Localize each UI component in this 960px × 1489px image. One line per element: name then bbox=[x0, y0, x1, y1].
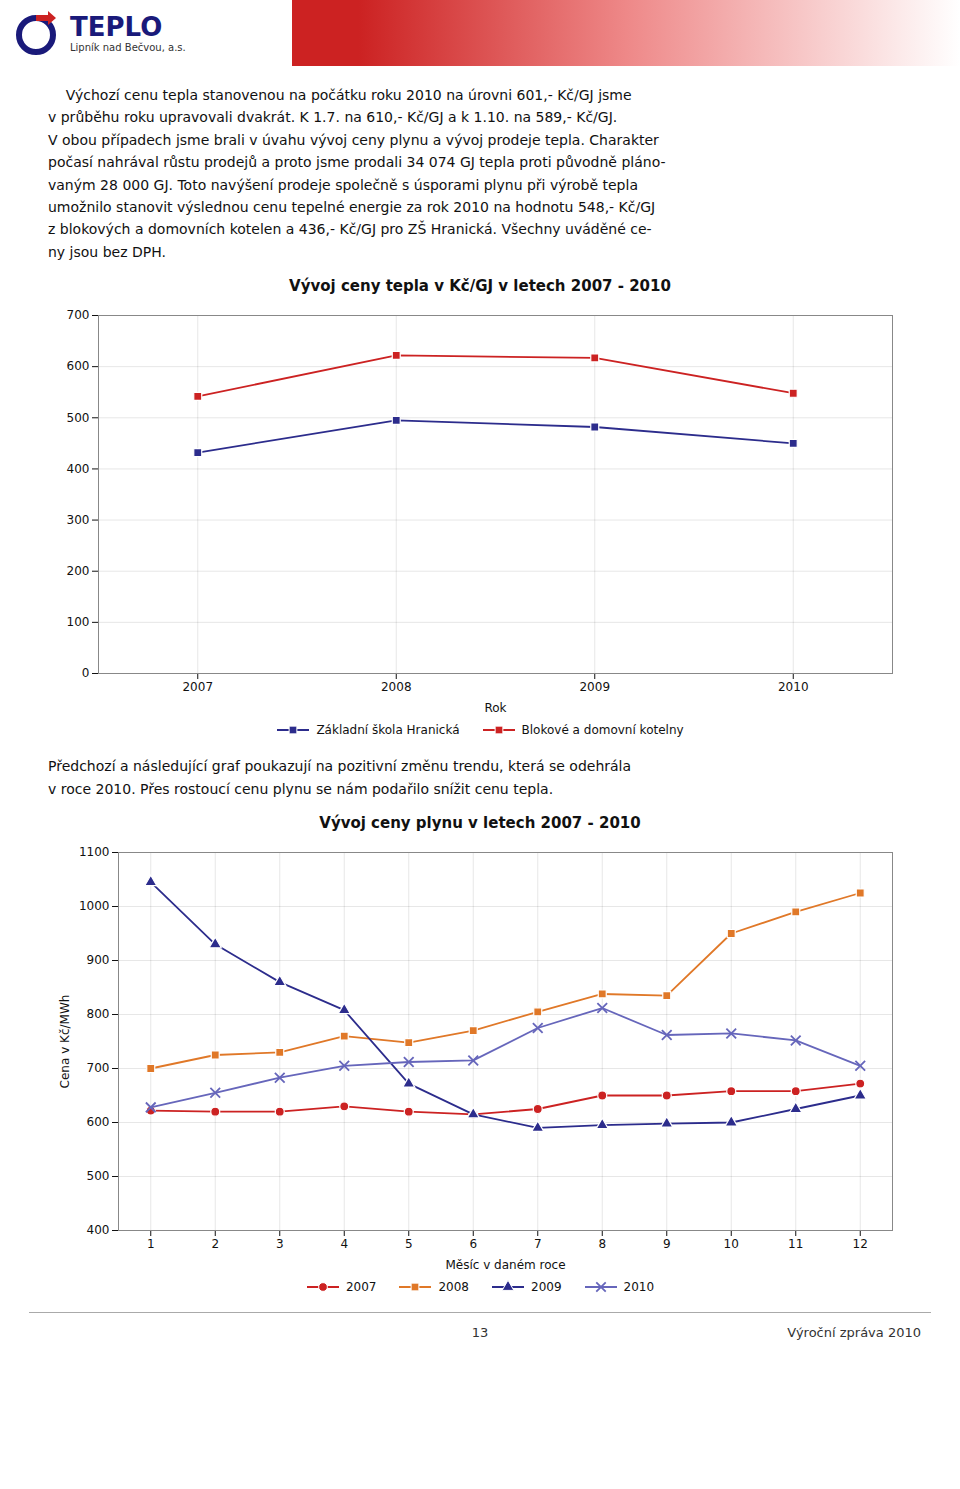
html-text:Výroční zpráva 2010: Výroční zpráva 2010 bbox=[787, 1324, 921, 1340]
svg-text:900: 900 bbox=[87, 953, 110, 967]
svg-text:6: 6 bbox=[469, 1237, 477, 1251]
html-text:Blokové a domovní kotelny: Blokové a domovní kotelny bbox=[521, 723, 684, 738]
html-text:TEPLO: TEPLO bbox=[70, 12, 163, 43]
svg-text:600: 600 bbox=[87, 1115, 110, 1129]
svg-text:8: 8 bbox=[598, 1237, 606, 1251]
svg-text:500: 500 bbox=[67, 411, 90, 425]
svg-text:1: 1 bbox=[147, 1237, 155, 1251]
html-text:Předchozí a následující graf p: Předchozí a následující graf poukazují n… bbox=[48, 758, 632, 797]
html-text:13: 13 bbox=[471, 1324, 489, 1340]
svg-text:400: 400 bbox=[87, 1223, 110, 1237]
svg-text:7: 7 bbox=[534, 1237, 542, 1251]
svg-text:Rok: Rok bbox=[484, 701, 506, 715]
svg-text:3: 3 bbox=[276, 1237, 284, 1251]
svg-text:200: 200 bbox=[67, 564, 90, 578]
svg-text:700: 700 bbox=[87, 1061, 110, 1075]
html-text:Lipník nad Bečvou, a.s.: Lipník nad Bečvou, a.s. bbox=[70, 41, 186, 53]
svg-text:400: 400 bbox=[67, 462, 90, 476]
svg-text:0: 0 bbox=[82, 666, 90, 680]
svg-text:9: 9 bbox=[663, 1237, 671, 1251]
html-text:Základní škola Hranická: Základní škola Hranická bbox=[316, 723, 460, 738]
html-text:Vývoj ceny plynu v letech 2007: Vývoj ceny plynu v letech 2007 - 2010 bbox=[319, 813, 641, 832]
html-text:Vývoj ceny tepla v Kč/GJ v let: Vývoj ceny tepla v Kč/GJ v letech 2007 -… bbox=[289, 277, 671, 296]
svg-text:700: 700 bbox=[67, 308, 90, 322]
html-text:2009: 2009 bbox=[531, 1279, 562, 1294]
svg-text:300: 300 bbox=[67, 513, 90, 527]
svg-text:800: 800 bbox=[87, 1007, 110, 1021]
html-text:2010: 2010 bbox=[623, 1279, 655, 1294]
svg-text:2007: 2007 bbox=[182, 680, 213, 694]
svg-text:2010: 2010 bbox=[778, 680, 809, 694]
svg-text:2009: 2009 bbox=[579, 680, 610, 694]
svg-text:1100: 1100 bbox=[79, 845, 110, 859]
svg-text:500: 500 bbox=[87, 1169, 110, 1183]
svg-text:11: 11 bbox=[788, 1237, 803, 1251]
svg-text:1000: 1000 bbox=[79, 899, 110, 913]
html-text:2007: 2007 bbox=[345, 1279, 377, 1294]
html-text:Výchozí cenu tepla stanovenou: Výchozí cenu tepla stanovenou na počátku… bbox=[48, 87, 666, 260]
svg-text:4: 4 bbox=[340, 1237, 348, 1251]
svg-text:12: 12 bbox=[853, 1237, 868, 1251]
html-text:2008: 2008 bbox=[438, 1279, 469, 1294]
svg-text:100: 100 bbox=[67, 615, 90, 629]
svg-text:600: 600 bbox=[67, 360, 90, 374]
svg-text:10: 10 bbox=[724, 1237, 739, 1251]
svg-text:2: 2 bbox=[211, 1237, 219, 1251]
svg-text:Cena v Kč/MWh: Cena v Kč/MWh bbox=[58, 995, 72, 1089]
svg-text:Měsíc v daném roce: Měsíc v daném roce bbox=[445, 1257, 565, 1271]
svg-text:2008: 2008 bbox=[381, 680, 412, 694]
svg-text:5: 5 bbox=[405, 1237, 413, 1251]
